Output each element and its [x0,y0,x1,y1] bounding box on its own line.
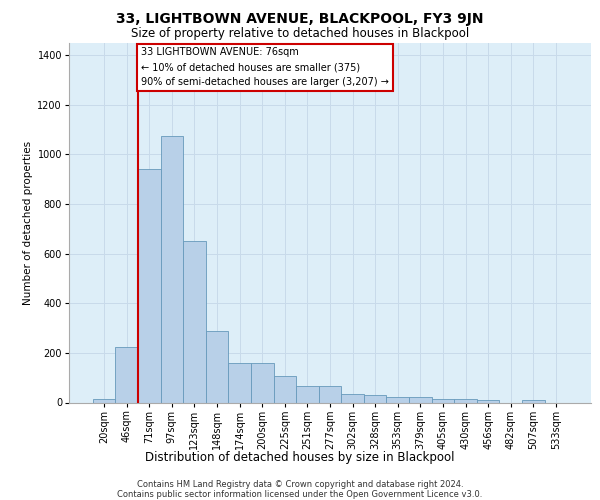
Bar [431,399,454,402]
Bar [296,386,319,402]
Bar [229,363,251,403]
Bar [93,399,115,402]
Text: Size of property relative to detached houses in Blackpool: Size of property relative to detached ho… [131,28,469,40]
Bar [341,394,364,402]
Bar [319,386,341,402]
Text: 33, LIGHTBOWN AVENUE, BLACKPOOL, FY3 9JN: 33, LIGHTBOWN AVENUE, BLACKPOOL, FY3 9JN [116,12,484,26]
Bar [454,399,477,402]
Bar [251,363,274,403]
Bar [138,169,161,402]
Bar [274,376,296,402]
Bar [183,241,206,402]
Bar [522,400,545,402]
Bar [409,397,431,402]
Text: Distribution of detached houses by size in Blackpool: Distribution of detached houses by size … [145,451,455,464]
Text: Contains HM Land Registry data © Crown copyright and database right 2024.
Contai: Contains HM Land Registry data © Crown c… [118,480,482,499]
Bar [115,346,138,403]
Bar [477,400,499,402]
Bar [206,330,229,402]
Y-axis label: Number of detached properties: Number of detached properties [23,140,33,304]
Text: 33 LIGHTBOWN AVENUE: 76sqm
← 10% of detached houses are smaller (375)
90% of sem: 33 LIGHTBOWN AVENUE: 76sqm ← 10% of deta… [142,48,389,87]
Bar [364,395,386,402]
Bar [161,136,183,402]
Bar [386,397,409,402]
